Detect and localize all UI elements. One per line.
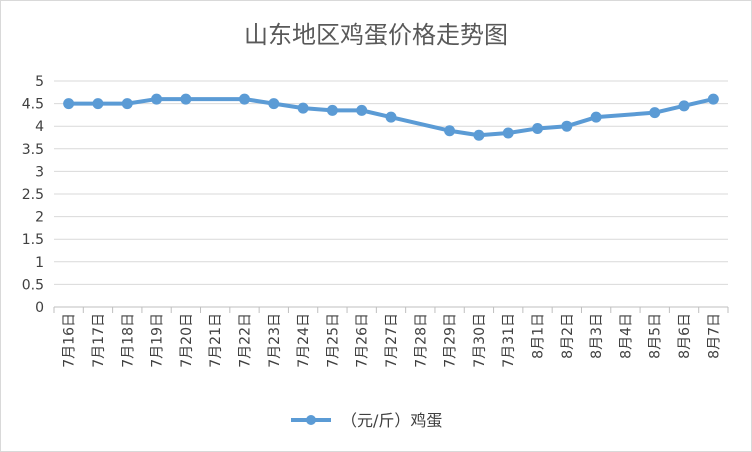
data-point bbox=[326, 104, 338, 116]
data-point bbox=[707, 93, 719, 105]
x-tick-label: 7月27日 bbox=[384, 313, 400, 368]
x-tick-label: 8月5日 bbox=[648, 313, 664, 359]
data-point bbox=[63, 98, 75, 110]
y-tick-label: 4 bbox=[35, 119, 44, 135]
data-point bbox=[385, 111, 397, 123]
chart-title: 山东地区鸡蛋价格走势图 bbox=[244, 21, 508, 49]
data-point bbox=[151, 93, 163, 105]
y-tick-label: 0.5 bbox=[22, 277, 44, 293]
x-tick-label: 8月7日 bbox=[706, 313, 722, 359]
x-tick-label: 8月6日 bbox=[677, 313, 693, 359]
data-point bbox=[649, 107, 661, 119]
x-tick-label: 7月23日 bbox=[267, 313, 283, 368]
series-group bbox=[63, 93, 719, 141]
y-tick-label: 4.5 bbox=[22, 97, 44, 113]
x-tick-label: 7月31日 bbox=[501, 313, 517, 368]
data-point bbox=[121, 98, 133, 110]
legend-point-marker bbox=[306, 415, 316, 425]
data-point bbox=[444, 125, 456, 137]
x-tick-label: 7月25日 bbox=[325, 313, 341, 368]
data-point bbox=[92, 98, 104, 110]
x-tick-label: 8月3日 bbox=[589, 313, 605, 359]
x-tick-label: 7月19日 bbox=[150, 313, 166, 368]
x-tick-label: 8月2日 bbox=[560, 313, 576, 359]
x-tick-label: 7月26日 bbox=[355, 313, 371, 368]
y-tick-label: 1 bbox=[35, 255, 44, 271]
y-tick-label: 3 bbox=[35, 164, 44, 180]
y-tick-label: 3.5 bbox=[22, 142, 44, 158]
y-tick-labels: 0 0.5 1 1.5 2 2.5 3 3.5 4 4.5 5 bbox=[22, 74, 44, 316]
legend-label: （元/斤）鸡蛋 bbox=[341, 411, 442, 430]
x-tick-label: 7月30日 bbox=[472, 313, 488, 368]
x-tick-label: 7月21日 bbox=[208, 313, 224, 368]
data-point bbox=[561, 120, 573, 132]
data-point bbox=[590, 111, 602, 123]
data-point bbox=[678, 100, 690, 112]
y-tick-label: 0 bbox=[35, 300, 44, 316]
x-tick-label: 7月22日 bbox=[237, 313, 253, 368]
y-tick-label: 2.5 bbox=[22, 187, 44, 203]
legend: （元/斤）鸡蛋 bbox=[291, 411, 442, 430]
x-tick-label: 8月4日 bbox=[618, 313, 634, 359]
data-point bbox=[268, 98, 280, 110]
x-tick-labels: 7月16日 7月17日 7月18日 7月19日 7月20日 7月21日 7月22日 7月23日… bbox=[62, 313, 723, 368]
x-tick-label: 7月16日 bbox=[62, 313, 78, 368]
data-point bbox=[502, 127, 514, 139]
data-point bbox=[356, 104, 368, 116]
grid-lines bbox=[53, 80, 729, 313]
y-tick-label: 1.5 bbox=[22, 232, 44, 248]
x-tick-label: 7月18日 bbox=[120, 313, 136, 368]
data-point bbox=[297, 102, 309, 114]
x-tick-label: 7月29日 bbox=[443, 313, 459, 368]
data-point bbox=[180, 93, 192, 105]
x-tick-label: 7月24日 bbox=[296, 313, 312, 368]
y-tick-label: 2 bbox=[35, 210, 44, 226]
x-tick-label: 7月28日 bbox=[413, 313, 429, 368]
data-point bbox=[532, 122, 544, 134]
data-point bbox=[473, 129, 485, 141]
x-tick-label: 7月17日 bbox=[91, 313, 107, 368]
x-tick-label: 8月1日 bbox=[531, 313, 547, 359]
x-tick-label: 7月20日 bbox=[179, 313, 195, 368]
data-point bbox=[238, 93, 250, 105]
y-tick-label: 5 bbox=[35, 74, 44, 90]
